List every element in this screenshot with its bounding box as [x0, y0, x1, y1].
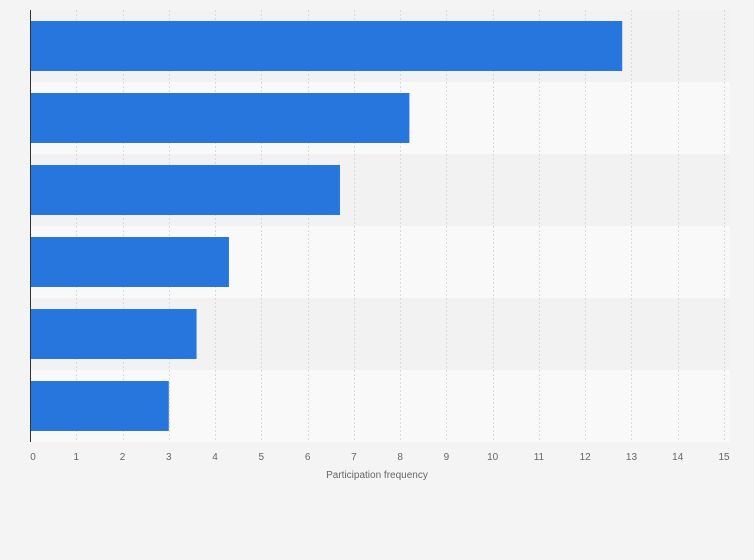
x-tick-labels: 0 1 2 3 4 5 6 7 8 9 10 11 12 13 14 15 — [30, 452, 730, 463]
x-tick-label: 4 — [212, 452, 218, 463]
x-tick-label: 10 — [487, 452, 499, 463]
bars — [30, 21, 623, 431]
bar — [30, 21, 623, 71]
gridlines — [76, 10, 725, 442]
x-tick-label: 11 — [534, 452, 545, 463]
x-tick-label: 13 — [626, 452, 638, 463]
bar — [30, 93, 410, 143]
bar — [30, 237, 229, 287]
x-axis-title: Participation frequency — [326, 470, 428, 481]
x-tick-label: 14 — [672, 452, 684, 463]
x-tick-label: 8 — [397, 452, 403, 463]
x-tick-label: 3 — [166, 452, 172, 463]
bar — [30, 309, 197, 359]
x-tick-label: 0 — [30, 452, 36, 463]
x-tick-label: 12 — [580, 452, 592, 463]
bar — [30, 165, 340, 215]
x-tick-label: 15 — [718, 452, 730, 463]
x-tick-label: 1 — [73, 452, 79, 463]
x-tick-label: 7 — [351, 452, 357, 463]
x-tick-label: 2 — [120, 452, 126, 463]
row-bands — [30, 10, 730, 442]
bar — [30, 381, 169, 431]
x-tick-label: 5 — [259, 452, 265, 463]
x-tick-label: 6 — [305, 452, 311, 463]
x-tick-label: 9 — [444, 452, 450, 463]
